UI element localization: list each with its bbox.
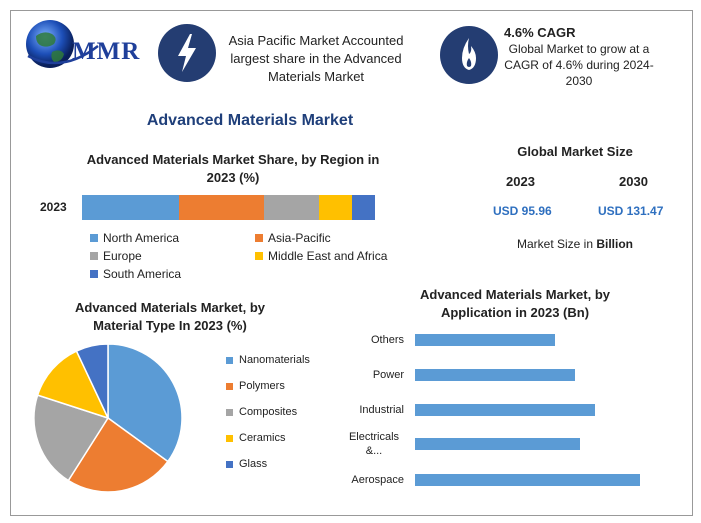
region-legend-item: Middle East and Africa <box>255 249 387 263</box>
logo-text: MMR <box>72 38 141 65</box>
region-legend-item: Asia-Pacific <box>255 231 331 245</box>
material-legend-item: Polymers <box>226 380 285 392</box>
legend-label: Europe <box>103 249 142 263</box>
legend-swatch <box>90 252 98 260</box>
legend-swatch <box>226 408 233 416</box>
pie-slice-nanomaterials <box>107 343 183 463</box>
info-asia-pacific: Asia Pacific Market Accounted largest sh… <box>228 33 404 84</box>
legend-swatch <box>226 382 233 390</box>
legend-label: Polymers <box>239 380 285 392</box>
application-chart-title: Advanced Materials Market, by Applicatio… <box>419 287 611 320</box>
material-legend-item: Ceramics <box>226 432 285 444</box>
region-bar-year: 2023 <box>40 200 67 214</box>
application-bar <box>415 438 580 450</box>
material-chart-title: Advanced Materials Market, by Material T… <box>74 300 266 333</box>
application-category-label: Power <box>372 369 404 381</box>
cagr-title: 4.6% CAGR <box>504 25 576 40</box>
application-bar <box>415 369 575 381</box>
pie-slice-glass <box>75 343 109 419</box>
application-category-label: Others <box>370 334 404 346</box>
region-legend-item: Europe <box>90 249 142 263</box>
legend-swatch <box>255 234 263 242</box>
legend-swatch <box>255 252 263 260</box>
flame-icon <box>440 26 498 84</box>
material-legend-item: Glass <box>226 458 267 470</box>
application-category-label: Industrial <box>359 404 404 416</box>
legend-label: Nanomaterials <box>239 354 310 366</box>
application-category-label: Electricals &... <box>348 431 400 457</box>
pie-slice-ceramics <box>36 350 110 420</box>
legend-swatch <box>226 434 233 442</box>
main-title: Advanced Materials Market <box>146 112 354 129</box>
year-2030-label: 2030 <box>619 174 648 189</box>
legend-swatch <box>226 356 233 364</box>
application-bar <box>415 474 640 486</box>
region-segment-2 <box>263 195 320 220</box>
region-segment-4 <box>351 195 375 220</box>
legend-label: South America <box>103 267 182 281</box>
infographic-frame <box>10 10 693 516</box>
lightning-icon <box>158 24 216 82</box>
market-size-unit: Market Size in Billion <box>490 237 660 251</box>
global-market-title: Global Market Size <box>517 144 633 159</box>
material-pie-chart <box>33 343 183 493</box>
region-legend-item: North America <box>90 231 179 245</box>
region-chart-title: Advanced Materials Market Share, by Regi… <box>86 152 380 185</box>
mmr-logo-globe-icon <box>26 20 99 68</box>
legend-label: Glass <box>239 458 268 470</box>
legend-label: Asia-Pacific <box>268 231 331 245</box>
application-bar <box>415 404 595 416</box>
region-segment-3 <box>319 195 352 220</box>
unit-bold: Billion <box>596 237 634 251</box>
application-bar <box>415 334 555 346</box>
value-2030: USD 131.47 <box>598 204 664 218</box>
pie-slice-composites <box>33 394 110 482</box>
legend-label: Ceramics <box>239 432 286 444</box>
legend-swatch <box>90 234 98 242</box>
legend-label: Middle East and Africa <box>268 249 388 263</box>
cagr-text: Global Market to grow at a CAGR of 4.6% … <box>504 42 654 88</box>
unit-prefix: Market Size in <box>516 237 597 251</box>
application-category-label: Aerospace <box>351 474 404 486</box>
year-2023-label: 2023 <box>506 174 535 189</box>
region-legend-item: South America <box>90 267 181 281</box>
material-legend-item: Nanomaterials <box>226 354 310 366</box>
value-2023: USD 95.96 <box>493 204 552 218</box>
pie-slice-polymers <box>67 416 169 493</box>
region-segment-1 <box>178 195 264 220</box>
legend-label: North America <box>103 231 180 245</box>
legend-label: Composites <box>239 406 298 418</box>
legend-swatch <box>90 270 98 278</box>
material-legend-item: Composites <box>226 406 297 418</box>
region-segment-0 <box>82 195 179 220</box>
legend-swatch <box>226 460 233 468</box>
